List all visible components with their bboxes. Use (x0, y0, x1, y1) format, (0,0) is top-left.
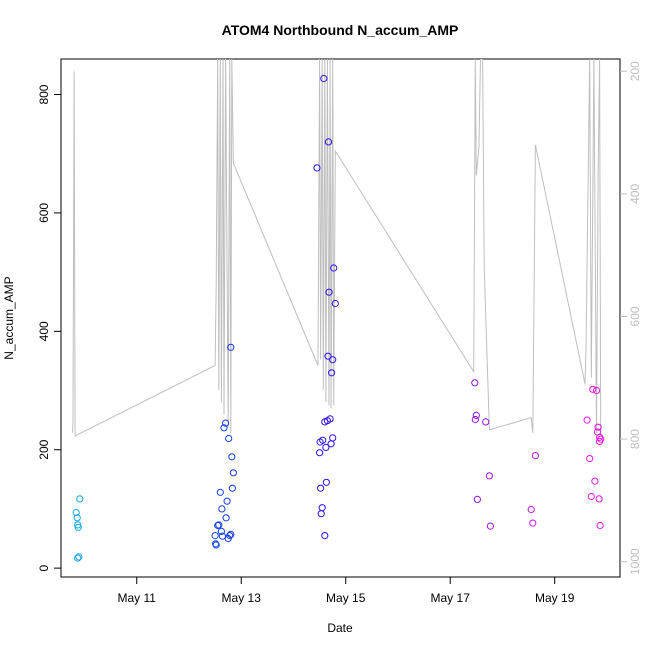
data-point (228, 484, 236, 492)
data-point (596, 521, 604, 530)
data-point (320, 74, 328, 83)
data-point (486, 522, 494, 530)
data-point (325, 288, 333, 296)
data-point (591, 477, 599, 485)
x-tick-label: May 19 (535, 591, 575, 605)
x-axis-label: Date (327, 621, 353, 635)
data-point (324, 352, 332, 360)
y-right-tick-label: 200 (628, 61, 642, 81)
x-tick-label: May 11 (118, 591, 157, 605)
y-right-tick-label: 800 (628, 429, 642, 449)
data-point (74, 523, 82, 531)
data-point (482, 418, 490, 426)
data-point (589, 385, 597, 393)
data-point (313, 164, 321, 172)
data-point (215, 521, 223, 529)
data-point (527, 505, 535, 514)
data-point (326, 415, 334, 423)
data-point (227, 343, 235, 351)
data-point (72, 508, 80, 517)
data-point (329, 434, 337, 442)
data-point (331, 299, 339, 308)
data-point (227, 530, 235, 539)
data-point (220, 424, 228, 432)
data-point (225, 434, 233, 443)
data-point (587, 492, 595, 501)
data-point (324, 138, 333, 146)
plot-region (60, 58, 621, 578)
data-point (471, 379, 479, 387)
data-point (586, 455, 594, 463)
data-point (322, 478, 330, 486)
data-point (216, 488, 224, 496)
data-point (594, 423, 602, 431)
data-point (592, 386, 601, 395)
data-point (75, 553, 83, 561)
data-point (74, 554, 82, 562)
data-point (316, 449, 324, 457)
y-axis-right: 200 400 600 800 1000 (620, 61, 642, 575)
x-axis: May 11 May 13 May 15 May 17 May 19 (118, 577, 575, 605)
data-point (597, 435, 605, 443)
data-point (211, 532, 219, 540)
data-point (222, 419, 230, 427)
data-point (583, 416, 591, 424)
data-point (322, 443, 330, 451)
y-tick-label: 200 (37, 439, 51, 459)
data-point (76, 495, 84, 503)
y-axis: 0 200 400 600 800 (37, 84, 61, 571)
data-point (328, 369, 336, 377)
data-point (531, 452, 540, 460)
secondary-series (72, 59, 602, 437)
data-point (73, 514, 81, 522)
data-point (595, 495, 603, 503)
x-tick-label: May 13 (222, 591, 262, 605)
y-tick-label: 600 (37, 203, 51, 223)
point-layer (72, 74, 605, 562)
x-tick-label: May 15 (326, 591, 366, 605)
y-tick-label: 0 (37, 564, 51, 571)
data-point (472, 411, 480, 419)
chart-title: ATOM4 Northbound N_accum_AMP (222, 22, 459, 38)
data-point (529, 519, 537, 527)
data-point (223, 497, 231, 505)
secondary-line (72, 59, 602, 437)
data-point (226, 532, 234, 540)
data-point (329, 356, 337, 364)
data-point (318, 504, 326, 512)
y-right-tick-label: 400 (628, 184, 642, 204)
data-point (473, 495, 481, 503)
data-point (229, 469, 237, 477)
data-point (218, 505, 226, 513)
x-tick-label: May 17 (431, 591, 471, 605)
data-point (471, 415, 479, 424)
data-point (217, 527, 225, 536)
data-point (321, 532, 329, 540)
y-right-tick-label: 1000 (628, 548, 642, 575)
data-point (212, 541, 220, 549)
y-axis-label: N_accum_AMP (2, 276, 16, 359)
data-point (317, 484, 325, 492)
data-point (596, 433, 604, 441)
data-point (317, 510, 325, 518)
plot-box (60, 58, 621, 578)
data-point (327, 440, 335, 448)
y-tick-label: 400 (37, 321, 51, 341)
data-point (319, 436, 327, 444)
data-point (485, 472, 493, 480)
data-point (222, 514, 230, 522)
data-point (228, 453, 236, 461)
data-point (330, 264, 338, 272)
y-right-tick-label: 600 (628, 306, 642, 326)
y-tick-label: 800 (37, 84, 51, 104)
